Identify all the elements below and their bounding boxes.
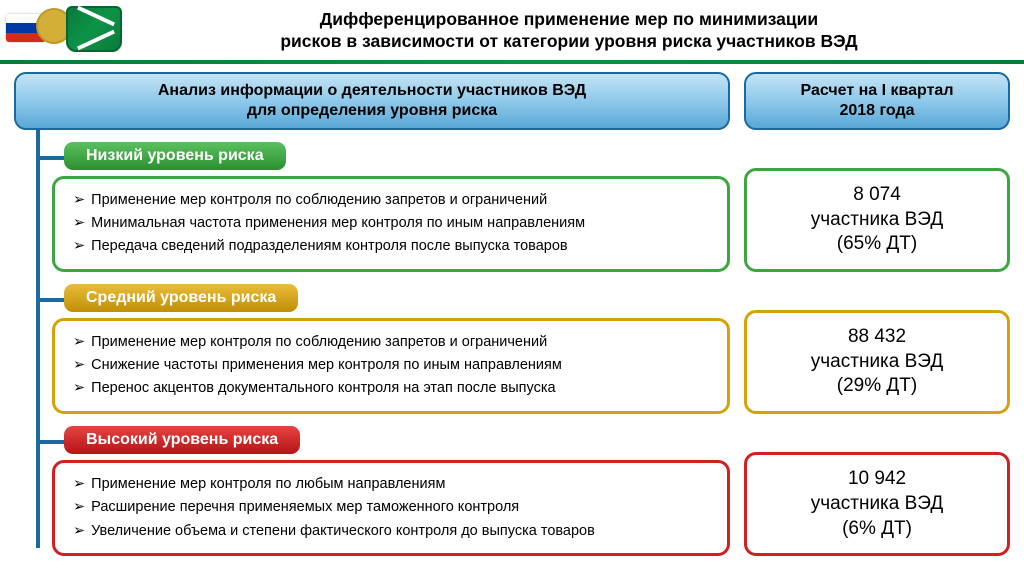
calc-period-line-1: Расчет на I квартал — [801, 82, 954, 99]
calc-period-box: Расчет на I квартал 2018 года — [744, 72, 1010, 130]
bullet-arrow-icon: ➢ — [73, 331, 85, 354]
tree-branch-icon — [36, 298, 66, 302]
analysis-header-box: Анализ информации о деятельности участни… — [14, 72, 730, 130]
bullet-text: Применение мер контроля по соблюдению за… — [91, 189, 547, 212]
bullet-text: Применение мер контроля по любым направл… — [91, 473, 445, 496]
bullet-arrow-icon: ➢ — [73, 496, 85, 519]
stat-label: участника ВЭД — [811, 209, 943, 230]
analysis-header-line-2: для определения уровня риска — [247, 102, 497, 119]
content-top-row: Анализ информации о деятельности участни… — [0, 72, 1024, 130]
risk-label-high: Высокий уровень риска — [64, 426, 300, 454]
tree-branch-icon — [36, 156, 66, 160]
analysis-header-line-1: Анализ информации о деятельности участни… — [158, 82, 586, 99]
stat-pct: (6% ДТ) — [842, 518, 912, 539]
stat-box-high: 10 942 участника ВЭД (6% ДТ) — [744, 452, 1010, 556]
risk-label-mid: Средний уровень риска — [64, 284, 298, 312]
bullet-arrow-icon: ➢ — [73, 520, 85, 543]
header-divider — [0, 60, 1024, 64]
bullet-arrow-icon: ➢ — [73, 189, 85, 212]
customs-shield-icon — [66, 6, 122, 52]
bullet-text: Снижение частоты применения мер контроля… — [91, 354, 562, 377]
bullet-arrow-icon: ➢ — [73, 377, 85, 400]
stat-number: 8 074 — [853, 184, 901, 205]
detail-box-high: ➢ Применение мер контроля по любым направ… — [52, 460, 730, 556]
stat-label: участника ВЭД — [811, 351, 943, 372]
stat-number: 88 432 — [848, 326, 906, 347]
title-line-2: рисков в зависимости от категории уровня… — [280, 31, 857, 51]
calc-period-line-2: 2018 года — [839, 102, 914, 119]
bullet-arrow-icon: ➢ — [73, 235, 85, 258]
bullet-text: Передача сведений подразделениям контрол… — [91, 235, 567, 258]
stat-number: 10 942 — [848, 468, 906, 489]
bullet-text: Применение мер контроля по соблюдению за… — [91, 331, 547, 354]
page-title: Дифференцированное применение мер по мин… — [126, 9, 1012, 53]
bullet-arrow-icon: ➢ — [73, 354, 85, 377]
detail-box-low: ➢ Применение мер контроля по соблюдению з… — [52, 176, 730, 272]
risk-label-low: Низкий уровень риска — [64, 142, 286, 170]
stat-label: участника ВЭД — [811, 493, 943, 514]
stat-box-low: 8 074 участника ВЭД (65% ДТ) — [744, 168, 1010, 272]
stat-pct: (29% ДТ) — [837, 375, 917, 396]
header: Дифференцированное применение мер по мин… — [0, 0, 1024, 60]
bullet-text: Расширение перечня применяемых мер тамож… — [91, 496, 519, 519]
tree-branch-icon — [36, 440, 66, 444]
bullet-arrow-icon: ➢ — [73, 473, 85, 496]
bullet-text: Перенос акцентов документального контрол… — [91, 377, 555, 400]
logo-block — [6, 6, 126, 56]
section-high: Высокий уровень риска ➢ Применение мер ко… — [0, 414, 1024, 556]
section-mid: Средний уровень риска ➢ Применение мер ко… — [0, 272, 1024, 414]
detail-box-mid: ➢ Применение мер контроля по соблюдению з… — [52, 318, 730, 414]
bullet-text: Минимальная частота применения мер контр… — [91, 212, 585, 235]
bullet-arrow-icon: ➢ — [73, 212, 85, 235]
title-line-1: Дифференцированное применение мер по мин… — [320, 9, 818, 29]
stat-pct: (65% ДТ) — [837, 233, 917, 254]
stat-box-mid: 88 432 участника ВЭД (29% ДТ) — [744, 310, 1010, 414]
bullet-text: Увеличение объема и степени фактического… — [91, 520, 595, 543]
section-low: Низкий уровень риска ➢ Применение мер кон… — [0, 130, 1024, 272]
